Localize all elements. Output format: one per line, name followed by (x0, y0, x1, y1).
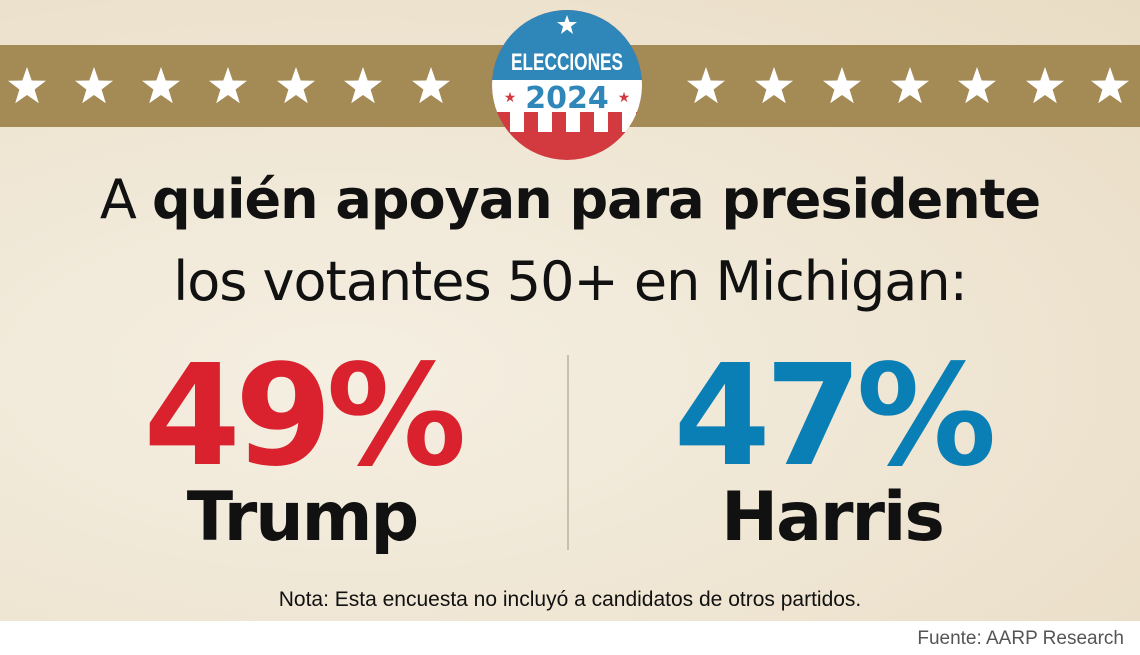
infographic: ELECCIONES 2024 ★ ★ A quién apoyan para … (0, 0, 1140, 621)
star-icon (1026, 67, 1064, 104)
source: Fuente: AARP Research (917, 628, 1124, 649)
svg-text:★: ★ (618, 89, 631, 105)
harris-percent: 47% (673, 335, 996, 498)
star-icon (755, 67, 793, 104)
elecciones-2024-logo: ELECCIONES 2024 ★ ★ (492, 10, 642, 160)
harris-label: Harris (721, 478, 945, 557)
headline-line-1: A quién apoyan para presidente (0, 168, 1140, 231)
headline-line-2: los votantes 50+ en Michigan: (173, 250, 968, 313)
star-icon (142, 67, 180, 104)
star-icon (8, 67, 46, 104)
note: Nota: Esta encuesta no incluyó a candida… (278, 588, 862, 611)
logo-title: ELECCIONES (511, 49, 623, 76)
headline-bold: quién apoyan para presidente (151, 168, 1041, 231)
star-icon (412, 67, 450, 104)
star-icon (344, 67, 382, 104)
star-icon (75, 67, 113, 104)
star-icon (209, 67, 247, 104)
trump-label: Trump (186, 478, 419, 557)
trump-percent: 49% (143, 335, 466, 498)
star-icon (277, 67, 315, 104)
star-icon (823, 67, 861, 104)
headline-prefix: A (99, 168, 152, 231)
logo-year: 2024 (525, 81, 609, 116)
star-icon (1091, 67, 1129, 104)
divider (567, 355, 569, 550)
star-icon (687, 67, 725, 104)
star-icon (958, 67, 996, 104)
star-icon (891, 67, 929, 104)
svg-text:★: ★ (504, 89, 517, 105)
